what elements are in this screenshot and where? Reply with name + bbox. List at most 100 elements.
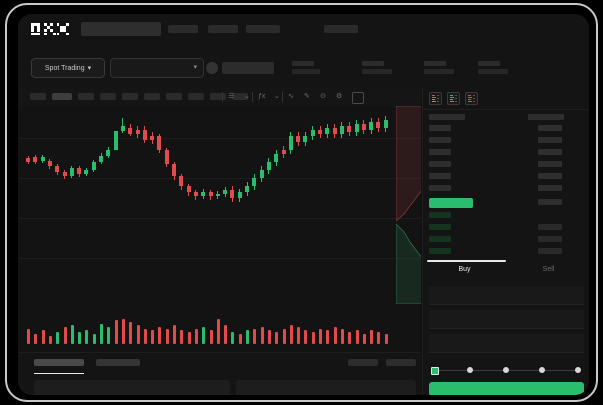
timeframe-1[interactable] <box>30 93 46 100</box>
bottom-tab-order-history[interactable] <box>96 359 140 366</box>
slider-node-4[interactable] <box>575 367 581 373</box>
orderbook-mode-both-icon[interactable] <box>429 92 442 105</box>
candle-body <box>354 124 359 132</box>
market-type-dropdown[interactable]: Spot Trading ▾ <box>31 58 105 78</box>
table-row[interactable] <box>429 224 451 230</box>
candlestick-type-icon[interactable]: ☰ <box>228 93 235 100</box>
header-nav-item-3[interactable] <box>246 25 280 33</box>
tab-sell[interactable]: Sell <box>542 266 555 273</box>
table-row[interactable] <box>538 161 562 167</box>
orderbook-mode-asks-icon[interactable] <box>465 92 478 105</box>
stat-24h-volume <box>478 61 508 74</box>
table-row[interactable] <box>429 137 451 143</box>
camera-snapshot-icon[interactable]: ⊙ <box>320 93 326 100</box>
tab-buy[interactable]: Buy <box>458 266 471 273</box>
candle-body <box>332 128 337 134</box>
table-row[interactable] <box>538 199 562 205</box>
bottom-panel-left[interactable] <box>34 380 230 395</box>
volume-bar <box>27 328 30 344</box>
volume-bar <box>377 332 381 344</box>
timeframe-3[interactable] <box>78 93 94 100</box>
candle-body <box>303 136 308 142</box>
table-row[interactable] <box>538 173 562 179</box>
candlestick-chart[interactable] <box>18 106 421 304</box>
table-row[interactable] <box>429 236 451 242</box>
orderbook-mode-bids-icon[interactable] <box>447 92 460 105</box>
chart-settings-icon[interactable]: ⚙ <box>336 93 343 100</box>
volume-bar <box>260 327 264 344</box>
timeframe-6[interactable] <box>144 93 160 100</box>
orderbook-column-header-right[interactable] <box>528 114 564 120</box>
timeframe-10[interactable] <box>232 93 248 100</box>
slider-node-2[interactable] <box>503 367 509 373</box>
line-style-icon[interactable]: ∿ <box>288 93 294 100</box>
timeframe-5[interactable] <box>122 93 138 100</box>
header-nav-item-1[interactable] <box>168 25 198 33</box>
timeframe-9[interactable] <box>210 93 226 100</box>
timeframe-2[interactable] <box>52 93 72 100</box>
stat-24h-change <box>362 61 392 74</box>
volume-bar <box>92 333 96 344</box>
timeframe-4[interactable] <box>100 93 116 100</box>
orderbook-column-header-left[interactable] <box>429 114 465 120</box>
table-row[interactable] <box>429 173 451 179</box>
header-nav-item-2[interactable] <box>208 25 238 33</box>
bottom-panel-right[interactable] <box>236 380 416 395</box>
table-row[interactable] <box>538 224 562 230</box>
bottom-tab-open-orders[interactable] <box>34 359 84 366</box>
volume-bar <box>85 330 89 344</box>
table-row[interactable] <box>429 149 451 155</box>
table-row[interactable] <box>429 185 451 191</box>
trading-pair-select[interactable]: ▾ <box>110 58 204 78</box>
order-amount-slider[interactable] <box>431 367 581 375</box>
candle-body <box>252 178 257 186</box>
volume-bar <box>41 330 45 344</box>
place-buy-order-button[interactable] <box>429 382 584 395</box>
chart-toolbar: ☰ ⌄ ƒx ⌄ ∿ ✎ ⊙ ⚙ <box>18 88 421 107</box>
table-row[interactable] <box>538 137 562 143</box>
order-total-field[interactable] <box>429 334 584 353</box>
fullscreen-icon[interactable] <box>352 92 364 104</box>
volume-bar <box>370 330 374 344</box>
table-row[interactable] <box>429 161 451 167</box>
header-nav-item-4[interactable] <box>324 25 358 33</box>
drawing-pencil-icon[interactable]: ✎ <box>304 93 310 100</box>
volume-bar <box>129 321 133 344</box>
order-amount-field[interactable] <box>429 310 584 329</box>
candle-body <box>77 168 82 174</box>
table-row[interactable] <box>429 212 451 218</box>
table-row[interactable] <box>538 185 562 191</box>
volume-bar <box>56 332 60 344</box>
slider-node-3[interactable] <box>539 367 545 373</box>
volume-bar <box>348 332 352 344</box>
bottom-filter-2[interactable] <box>386 359 416 366</box>
header-search-input[interactable] <box>81 22 161 36</box>
volume-bar <box>100 323 103 344</box>
chart-gridline <box>18 138 421 139</box>
candle-body <box>361 124 366 130</box>
indicators-dropdown-icon[interactable]: ⌄ <box>274 93 280 100</box>
volume-bar <box>202 327 206 344</box>
candle-body <box>376 122 381 128</box>
bottom-filter-1[interactable] <box>348 359 378 366</box>
table-row[interactable] <box>538 236 562 242</box>
candle-body <box>296 136 301 142</box>
indicators-icon[interactable]: ƒx <box>258 93 266 100</box>
stat-last-price <box>292 61 320 74</box>
okx-logo[interactable] <box>31 23 73 36</box>
slider-node-0[interactable] <box>431 367 439 375</box>
volume-bar <box>297 327 301 344</box>
candle-body <box>383 120 388 128</box>
order-price-field[interactable] <box>429 286 584 305</box>
market-type-label: Spot Trading <box>44 64 85 72</box>
table-row[interactable] <box>538 125 562 131</box>
candlestick-dropdown-icon[interactable]: ⌄ <box>244 93 250 100</box>
timeframe-8[interactable] <box>188 93 204 100</box>
table-row[interactable] <box>429 125 451 131</box>
table-row[interactable] <box>429 248 451 254</box>
slider-node-1[interactable] <box>467 367 473 373</box>
tablet-screen: Spot Trading ▾ ▾ ☰ ⌄ ƒx ⌄ ∿ ✎ ⊙ ⚙ <box>18 14 589 395</box>
table-row[interactable] <box>538 149 562 155</box>
timeframe-7[interactable] <box>166 93 182 100</box>
table-row[interactable] <box>538 248 562 254</box>
